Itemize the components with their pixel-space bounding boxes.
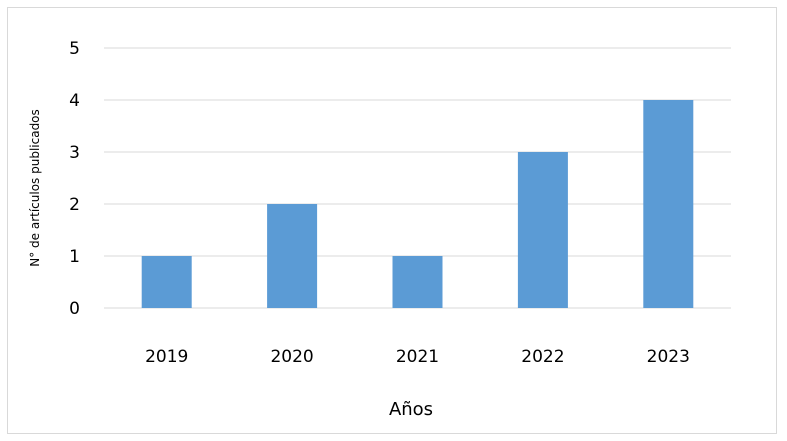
bar-2020 bbox=[267, 204, 318, 308]
bar-2022 bbox=[517, 152, 568, 308]
y-tick-label: 5 bbox=[69, 39, 80, 59]
bar-2021 bbox=[392, 256, 443, 308]
x-tick-labels: 2019 2020 2021 2022 2023 bbox=[145, 347, 690, 367]
gridlines bbox=[104, 47, 731, 309]
bar-2023 bbox=[643, 100, 694, 308]
x-tick-label: 2020 bbox=[270, 347, 313, 367]
bar-chart: 0 1 2 3 4 5 2019 2020 2021 2022 2023 Años N° de a… bbox=[28, 39, 731, 420]
x-axis-title: Años bbox=[389, 399, 433, 420]
y-tick-labels: 0 1 2 3 4 5 bbox=[69, 39, 80, 319]
y-tick-label: 3 bbox=[69, 143, 80, 163]
x-tick-label: 2023 bbox=[647, 347, 690, 367]
chart-frame: 0 1 2 3 4 5 2019 2020 2021 2022 2023 Años N° de a… bbox=[7, 7, 777, 434]
x-tick-label: 2022 bbox=[521, 347, 564, 367]
y-tick-label: 0 bbox=[69, 299, 80, 319]
bars bbox=[141, 100, 694, 308]
bar-2019 bbox=[141, 256, 192, 308]
y-tick-label: 1 bbox=[69, 247, 80, 267]
y-axis-title: N° de artículos publicados bbox=[28, 109, 42, 267]
y-tick-label: 2 bbox=[69, 195, 80, 215]
y-tick-label: 4 bbox=[69, 91, 80, 111]
x-tick-label: 2019 bbox=[145, 347, 188, 367]
x-tick-label: 2021 bbox=[396, 347, 439, 367]
